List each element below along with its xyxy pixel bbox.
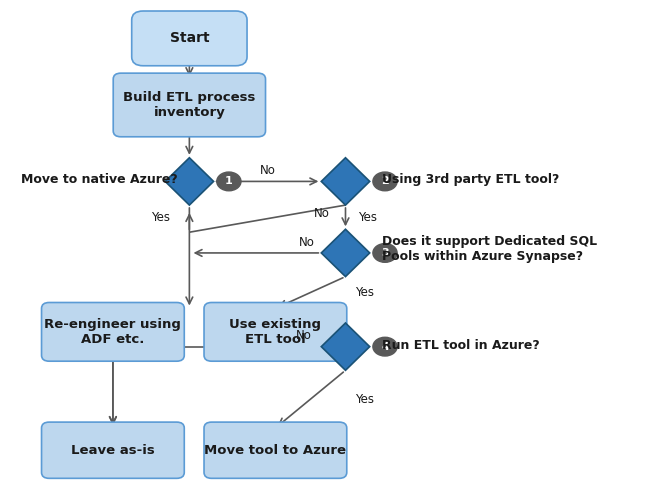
FancyBboxPatch shape — [113, 73, 265, 137]
Text: Use existing
ETL tool: Use existing ETL tool — [230, 318, 321, 346]
Text: Move to native Azure?: Move to native Azure? — [20, 174, 177, 186]
Polygon shape — [321, 323, 370, 371]
Text: Does it support Dedicated SQL
Pools within Azure Synapse?: Does it support Dedicated SQL Pools with… — [383, 236, 598, 263]
Polygon shape — [321, 158, 370, 205]
Circle shape — [216, 172, 241, 191]
Circle shape — [373, 337, 397, 356]
Text: 2: 2 — [381, 177, 389, 186]
FancyBboxPatch shape — [42, 422, 185, 478]
Text: No: No — [314, 207, 329, 220]
Text: Move tool to Azure: Move tool to Azure — [204, 444, 346, 457]
Text: Build ETL process
inventory: Build ETL process inventory — [123, 91, 256, 119]
Text: 4: 4 — [381, 342, 389, 352]
Text: No: No — [259, 164, 275, 177]
Text: No: No — [296, 329, 312, 342]
Text: Run ETL tool in Azure?: Run ETL tool in Azure? — [383, 339, 541, 352]
FancyBboxPatch shape — [42, 303, 185, 361]
Text: Yes: Yes — [355, 286, 374, 299]
FancyBboxPatch shape — [204, 422, 347, 478]
Polygon shape — [321, 229, 370, 277]
FancyBboxPatch shape — [132, 11, 247, 66]
Circle shape — [373, 172, 397, 191]
Text: Start: Start — [170, 31, 209, 45]
Text: Yes: Yes — [358, 211, 378, 224]
FancyBboxPatch shape — [204, 303, 347, 361]
Text: Using 3rd party ETL tool?: Using 3rd party ETL tool? — [383, 174, 560, 186]
Polygon shape — [165, 158, 214, 205]
Text: Re-engineer using
ADF etc.: Re-engineer using ADF etc. — [44, 318, 181, 346]
Circle shape — [373, 244, 397, 262]
Text: 3: 3 — [381, 248, 389, 258]
Text: Yes: Yes — [355, 393, 374, 406]
Text: 1: 1 — [225, 177, 233, 186]
Text: No: No — [299, 236, 315, 248]
Text: Yes: Yes — [151, 211, 170, 224]
Text: Leave as-is: Leave as-is — [71, 444, 155, 457]
